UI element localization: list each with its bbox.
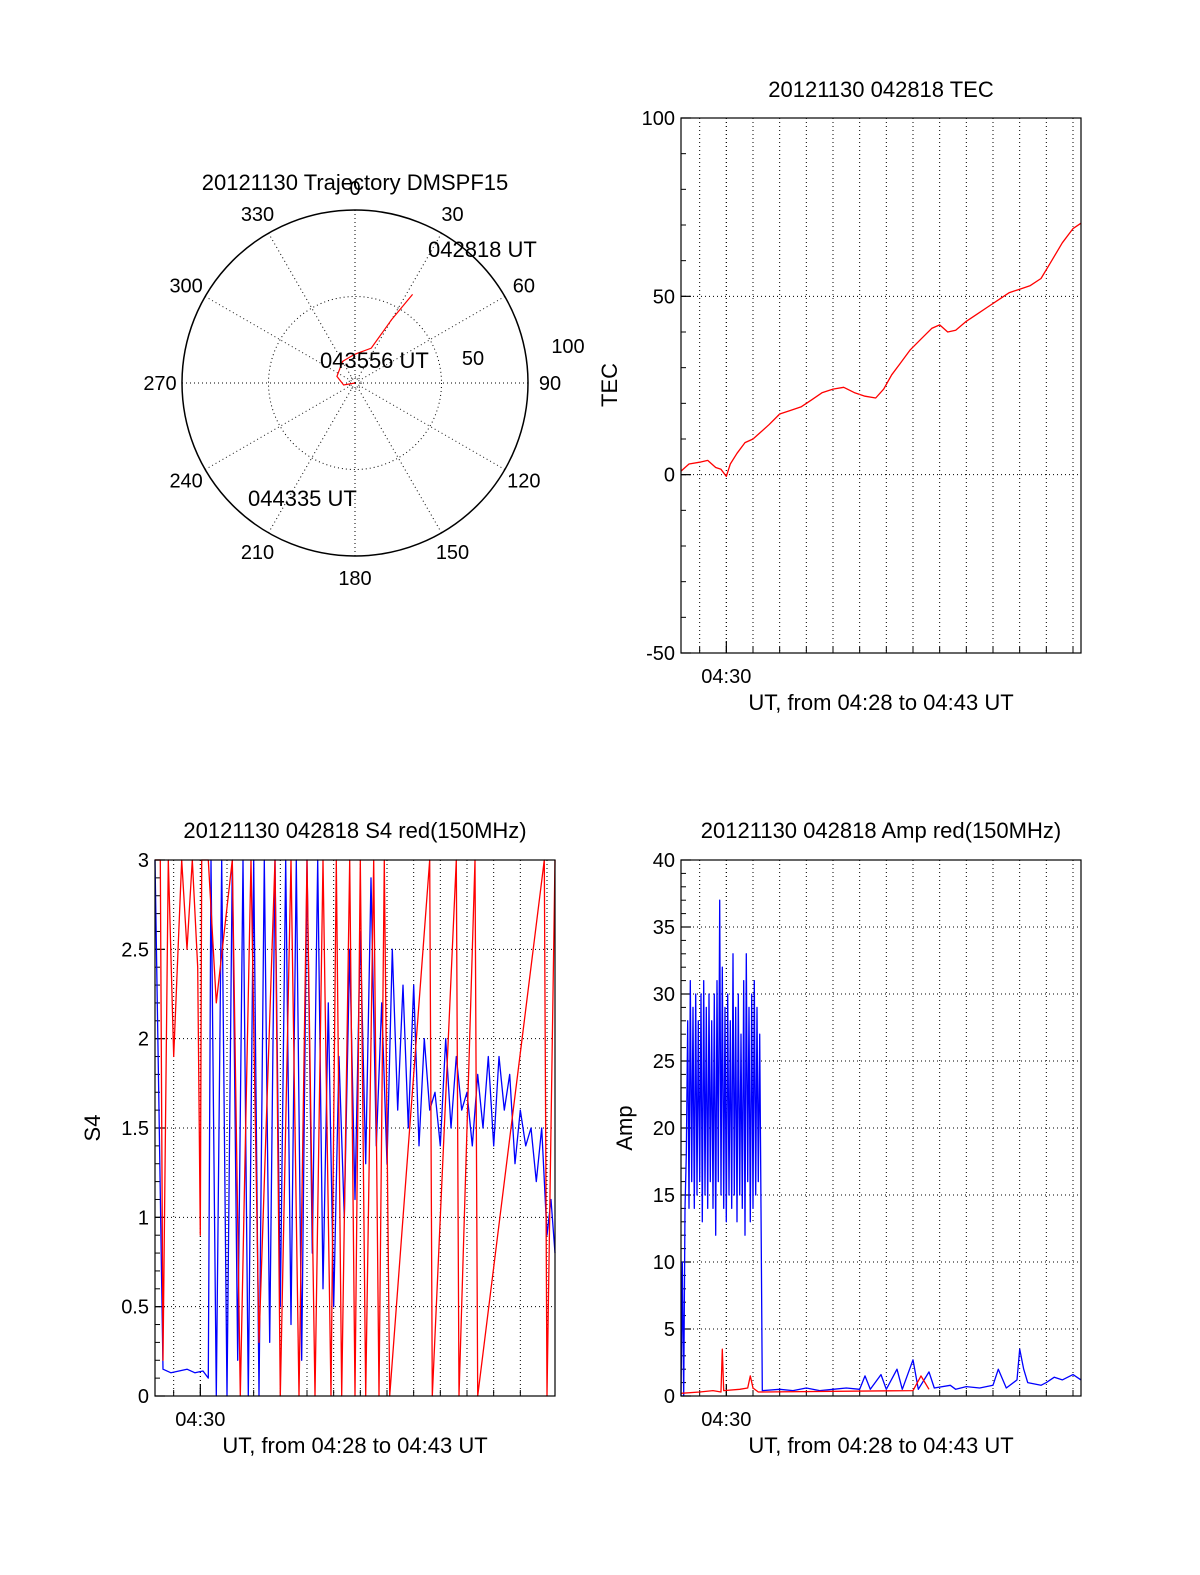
- azimuth-spoke-30: [354, 232, 442, 384]
- y-tick-label-3: 100: [642, 108, 675, 130]
- azimuth-tick-300: 300: [169, 276, 202, 298]
- radial-tick-labels: 50 100: [462, 336, 585, 370]
- y-tick-label-4: 20: [653, 1118, 675, 1140]
- x-tick-label-0: 04:30: [175, 1409, 225, 1431]
- azimuth-spoke-300: [204, 296, 356, 384]
- azimuth-spoke-330: [268, 232, 356, 384]
- trajectory-annotation-0: 042818 UT: [428, 237, 537, 262]
- trajectory-annotation-1: 043556 UT: [320, 348, 429, 373]
- tec-series: [680, 222, 1082, 478]
- amp-panel: 20121130 042818 Amp red(150MHz) 0 5 10 15 20…: [612, 818, 1082, 1458]
- azimuth-spoke-150: [354, 382, 442, 534]
- y-tick-label-5: 2.5: [121, 939, 149, 961]
- y-tick-label-7: 35: [653, 917, 675, 939]
- s4-x-tick-labels: 04:30: [175, 1409, 225, 1431]
- azimuth-tick-210: 210: [241, 542, 274, 564]
- amp-grid: [681, 859, 1081, 1397]
- series-line-1: [155, 859, 556, 1397]
- tec-y-tick-labels: -50 0 50 100: [642, 108, 675, 665]
- s4-series: [154, 859, 556, 1397]
- s4-y-tick-labels: 0 0.5 1 1.5 2 2.5 3: [121, 850, 149, 1408]
- y-tick-label-6: 30: [653, 984, 675, 1006]
- azimuth-tick-120: 120: [507, 471, 540, 493]
- tec-title: 20121130 042818 TEC: [768, 77, 994, 102]
- amp-y-tick-labels: 0 5 10 15 20 25 30 35 40: [653, 850, 675, 1408]
- azimuth-tick-30: 30: [441, 204, 463, 226]
- y-tick-label-8: 40: [653, 850, 675, 872]
- amp-title: 20121130 042818 Amp red(150MHz): [701, 818, 1061, 843]
- azimuth-tick-270: 270: [143, 373, 176, 395]
- azimuth-tick-240: 240: [169, 471, 202, 493]
- azimuth-spoke-120: [354, 382, 506, 470]
- y-tick-label-1: 0.5: [121, 1297, 149, 1319]
- y-tick-label-0: -50: [646, 643, 675, 665]
- y-tick-label-2: 1: [138, 1207, 149, 1229]
- tec-x-tick-labels: 04:30: [701, 666, 751, 688]
- azimuth-tick-150: 150: [436, 542, 469, 564]
- azimuth-spoke-210: [268, 382, 356, 534]
- tec-panel: 20121130 042818 TEC -50 0 50 100 04:30 UT, …: [597, 77, 1082, 715]
- tec-y-axis-label: TEC: [597, 363, 622, 407]
- amp-plot-frame: [680, 859, 1082, 1397]
- azimuth-tick-60: 60: [513, 276, 535, 298]
- amp-x-axis-label: UT, from 04:28 to 04:43 UT: [748, 1433, 1013, 1458]
- azimuth-tick-90: 90: [539, 373, 561, 395]
- trajectory-annotations: 042818 UT 043556 UT 044335 UT: [248, 237, 537, 511]
- trajectory-panel: 20121130 Trajectory DMSPF15 0 30 60 90 120 15…: [143, 170, 584, 590]
- trajectory-title: 20121130 Trajectory DMSPF15: [202, 170, 509, 195]
- azimuth-tick-0: 0: [349, 178, 360, 200]
- y-tick-label-0: 0: [138, 1386, 149, 1408]
- x-tick-label-0: 04:30: [701, 666, 751, 688]
- tec-plot-frame: [680, 117, 1082, 654]
- y-tick-label-4: 2: [138, 1029, 149, 1051]
- amp-x-tick-labels: 04:30: [701, 1409, 751, 1431]
- azimuth-tick-330: 330: [241, 204, 274, 226]
- azimuth-tick-180: 180: [338, 568, 371, 590]
- y-tick-label-1: 0: [664, 465, 675, 487]
- tec-x-axis-label: UT, from 04:28 to 04:43 UT: [748, 690, 1013, 715]
- s4-plot-frame: [154, 859, 556, 1397]
- y-tick-label-2: 50: [653, 286, 675, 308]
- amp-series: [680, 899, 1082, 1397]
- y-tick-label-6: 3: [138, 850, 149, 872]
- tec-grid: [681, 117, 1081, 654]
- x-tick-label-0: 04:30: [701, 1409, 751, 1431]
- azimuth-spoke-60: [354, 296, 506, 384]
- series-line-0: [154, 859, 556, 1397]
- zenith-ring: [348, 376, 362, 390]
- radial-tick-50: 50: [462, 348, 484, 370]
- y-tick-label-0: 0: [664, 1386, 675, 1408]
- trajectory-line-0: [336, 293, 414, 386]
- y-tick-label-3: 15: [653, 1185, 675, 1207]
- radial-tick-100: 100: [551, 336, 584, 358]
- series-line-1: [680, 1348, 930, 1394]
- trajectory-annotation-2: 044335 UT: [248, 486, 357, 511]
- elevation-ring-50: [268, 296, 442, 470]
- s4-x-axis-label: UT, from 04:28 to 04:43 UT: [222, 1433, 487, 1458]
- s4-y-axis-label: S4: [80, 1115, 105, 1142]
- amp-y-axis-label: Amp: [612, 1105, 637, 1150]
- y-tick-label-2: 10: [653, 1252, 675, 1274]
- series-line-0: [680, 222, 1082, 478]
- azimuth-spoke-240: [204, 382, 356, 470]
- s4-panel: 20121130 042818 S4 red(150MHz) 0 0.5 1 1.5 2…: [80, 818, 556, 1458]
- trajectory-series: [336, 293, 414, 386]
- y-tick-label-1: 5: [664, 1319, 675, 1341]
- y-tick-label-5: 25: [653, 1051, 675, 1073]
- y-tick-label-3: 1.5: [121, 1118, 149, 1140]
- azimuth-tick-labels: 0 30 60 90 120 150 180 210 240 270 300 330: [143, 178, 561, 590]
- series-line-0: [680, 899, 1082, 1397]
- s4-title: 20121130 042818 S4 red(150MHz): [183, 818, 526, 843]
